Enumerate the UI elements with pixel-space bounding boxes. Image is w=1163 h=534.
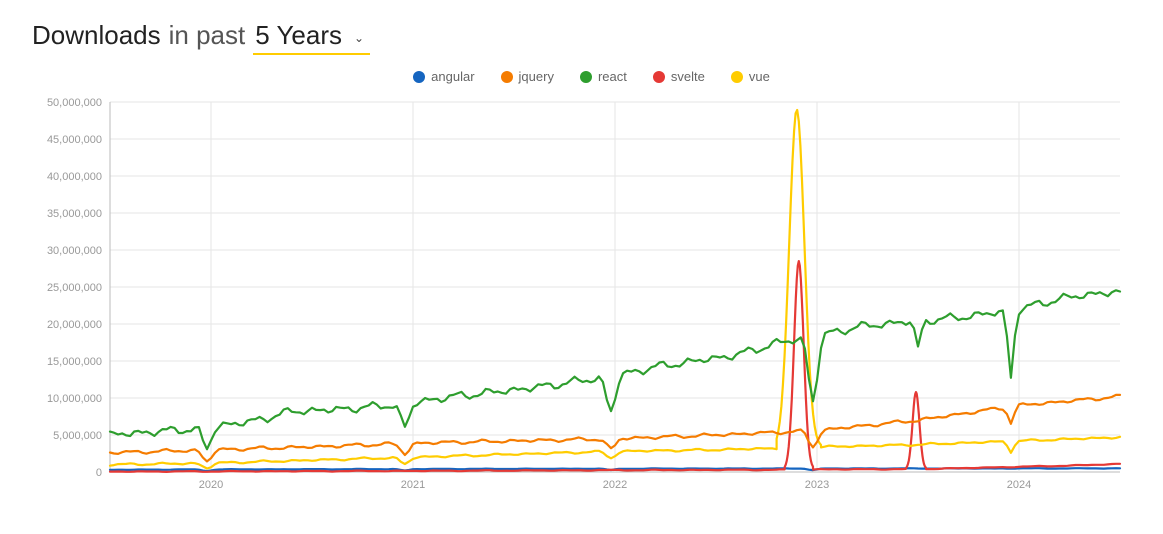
svg-text:20,000,000: 20,000,000	[47, 319, 102, 331]
legend-label-svelte: svelte	[671, 69, 705, 84]
svg-text:2021: 2021	[401, 479, 425, 491]
legend-item-vue[interactable]: vue	[731, 69, 770, 84]
svg-text:40,000,000: 40,000,000	[47, 171, 102, 183]
svg-text:5,000,000: 5,000,000	[53, 430, 102, 442]
page-title: Downloads in past 5 Years ⌄	[32, 20, 1153, 55]
line-chart: 0 5,000,000 10,000,000 15,000,000 20,000,000…	[30, 92, 1130, 502]
svg-text:2020: 2020	[199, 479, 223, 491]
svg-text:0: 0	[96, 467, 102, 479]
legend-dot-react	[580, 71, 592, 83]
svg-text:35,000,000: 35,000,000	[47, 208, 102, 220]
legend-label-react: react	[598, 69, 627, 84]
legend-item-jquery[interactable]: jquery	[501, 69, 554, 84]
svg-text:15,000,000: 15,000,000	[47, 356, 102, 368]
legend-dot-vue	[731, 71, 743, 83]
chevron-down-icon: ⌄	[354, 31, 364, 45]
chart-svg: 0 5,000,000 10,000,000 15,000,000 20,000,000…	[30, 92, 1130, 502]
svg-text:10,000,000: 10,000,000	[47, 393, 102, 405]
legend-item-angular[interactable]: angular	[413, 69, 474, 84]
legend-label-angular: angular	[431, 69, 474, 84]
period-label: 5 Years	[255, 20, 342, 51]
legend-label-jquery: jquery	[519, 69, 554, 84]
svg-text:30,000,000: 30,000,000	[47, 245, 102, 257]
svg-text:50,000,000: 50,000,000	[47, 97, 102, 109]
legend-item-react[interactable]: react	[580, 69, 627, 84]
legend-dot-svelte	[653, 71, 665, 83]
title-light: in past	[169, 20, 246, 51]
legend-dot-jquery	[501, 71, 513, 83]
svg-text:45,000,000: 45,000,000	[47, 134, 102, 146]
chart-legend: angular jquery react svelte vue	[30, 69, 1153, 84]
title-strong: Downloads	[32, 20, 161, 51]
legend-dot-angular	[413, 71, 425, 83]
legend-item-svelte[interactable]: svelte	[653, 69, 705, 84]
legend-label-vue: vue	[749, 69, 770, 84]
svg-text:2024: 2024	[1007, 479, 1031, 491]
svg-text:2023: 2023	[805, 479, 829, 491]
svg-text:2022: 2022	[603, 479, 627, 491]
period-select[interactable]: 5 Years ⌄	[253, 20, 370, 55]
svg-text:25,000,000: 25,000,000	[47, 282, 102, 294]
